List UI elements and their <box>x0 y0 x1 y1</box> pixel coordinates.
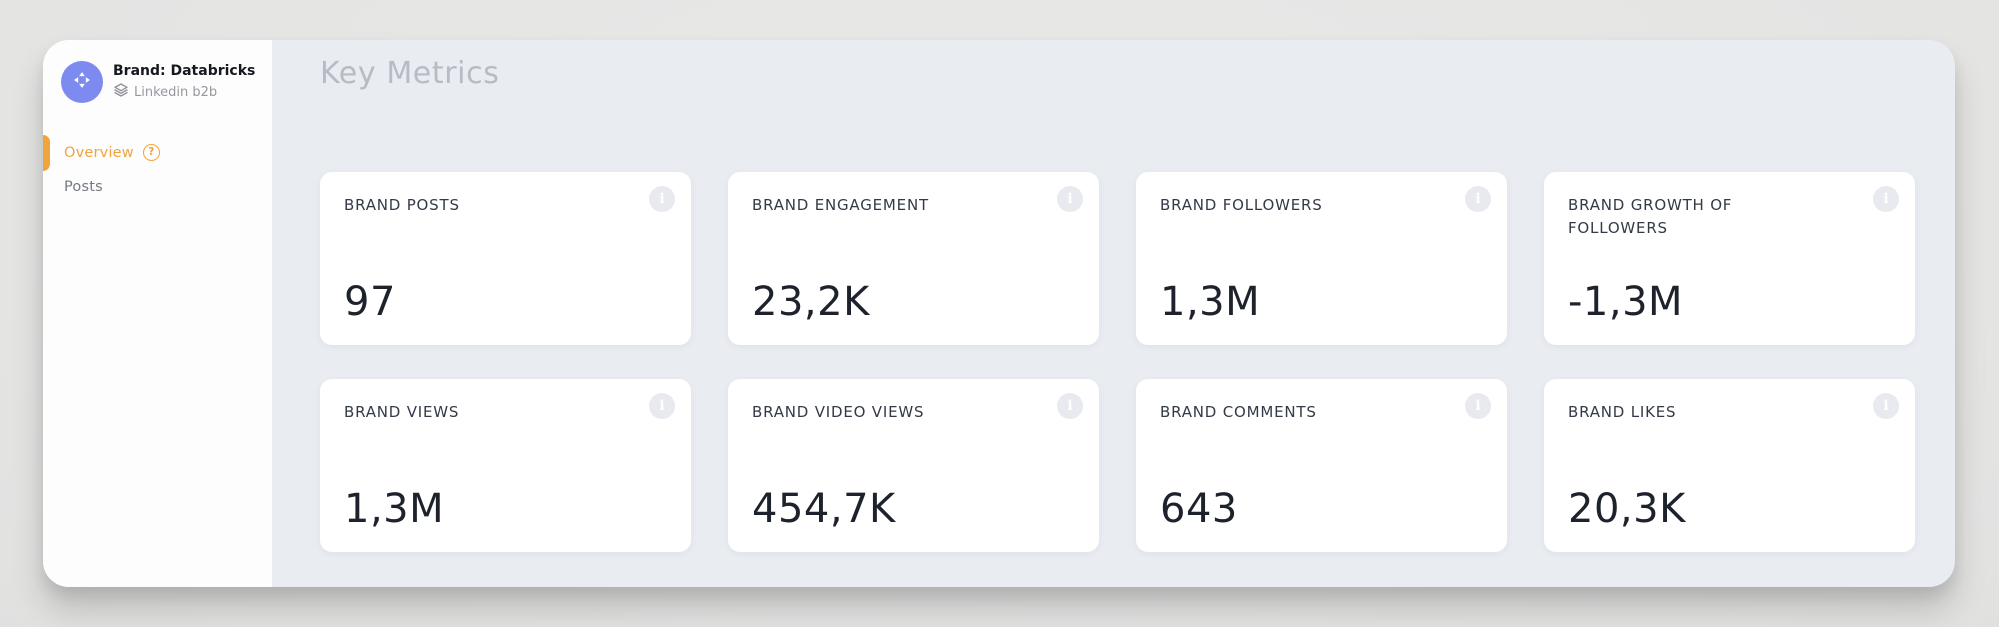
nav-item-label: Posts <box>64 179 103 195</box>
page-title: Key Metrics <box>320 56 500 91</box>
info-icon[interactable]: i <box>1057 186 1083 212</box>
brand-dataset-label: Linkedin b2b <box>134 84 218 100</box>
metric-card-brand-comments: BRAND COMMENTS i 643 <box>1136 379 1507 552</box>
info-icon[interactable]: i <box>1465 393 1491 419</box>
help-icon[interactable]: ? <box>142 144 160 161</box>
metric-card-brand-views: BRAND VIEWS i 1,3M <box>320 379 691 552</box>
info-icon[interactable]: i <box>1873 393 1899 419</box>
info-icon[interactable]: i <box>1873 186 1899 212</box>
layers-icon <box>113 82 129 102</box>
active-indicator <box>43 134 50 171</box>
metric-card-brand-growth-of-followers: BRAND GROWTH OF FOLLOWERS i -1,3M <box>1544 172 1915 345</box>
metric-label: BRAND POSTS <box>344 196 460 214</box>
nav-item-overview[interactable]: Overview ? <box>43 134 272 171</box>
brand-avatar <box>61 61 103 103</box>
four-arrows-icon <box>72 70 92 94</box>
metric-value: 1,3M <box>1160 279 1261 325</box>
metric-label: BRAND VIDEO VIEWS <box>752 403 925 421</box>
metric-card-brand-likes: BRAND LIKES i 20,3K <box>1544 379 1915 552</box>
metric-value: 97 <box>344 279 396 325</box>
brand-text: Brand: Databricks Linkedin b2b <box>113 62 255 102</box>
metric-value: 23,2K <box>752 279 870 325</box>
info-icon[interactable]: i <box>649 393 675 419</box>
nav-item-posts[interactable]: Posts <box>43 170 272 204</box>
brand-name: Brand: Databricks <box>113 62 256 79</box>
metric-value: 454,7K <box>752 486 896 532</box>
metric-label: BRAND ENGAGEMENT <box>752 196 929 214</box>
metric-label: BRAND LIKES <box>1568 403 1677 421</box>
metric-card-brand-video-views: BRAND VIDEO VIEWS i 454,7K <box>728 379 1099 552</box>
metrics-grid: BRAND POSTS i 97 BRAND ENGAGEMENT i 23,2… <box>320 172 1915 552</box>
metric-card-brand-followers: BRAND FOLLOWERS i 1,3M <box>1136 172 1507 345</box>
metric-value: -1,3M <box>1568 279 1684 325</box>
metric-label: BRAND COMMENTS <box>1160 403 1317 421</box>
app-window: Brand: Databricks Linkedin b2b Overvi <box>43 40 1955 587</box>
sidebar-nav: Overview ? Posts <box>43 134 272 204</box>
main-content: Key Metrics BRAND POSTS i 97 BRAND ENGAG… <box>272 40 1955 587</box>
info-icon[interactable]: i <box>1465 186 1491 212</box>
metric-label: BRAND GROWTH OF FOLLOWERS <box>1568 196 1733 237</box>
metric-value: 20,3K <box>1568 486 1686 532</box>
brand-header: Brand: Databricks Linkedin b2b <box>43 40 272 103</box>
metric-label: BRAND FOLLOWERS <box>1160 196 1323 214</box>
metric-label: BRAND VIEWS <box>344 403 460 421</box>
metric-value: 1,3M <box>344 486 445 532</box>
metric-value: 643 <box>1160 486 1238 532</box>
nav-item-label: Overview <box>64 144 134 161</box>
info-icon[interactable]: i <box>649 186 675 212</box>
info-icon[interactable]: i <box>1057 393 1083 419</box>
metric-card-brand-posts: BRAND POSTS i 97 <box>320 172 691 345</box>
metric-card-brand-engagement: BRAND ENGAGEMENT i 23,2K <box>728 172 1099 345</box>
sidebar: Brand: Databricks Linkedin b2b Overvi <box>43 40 272 587</box>
